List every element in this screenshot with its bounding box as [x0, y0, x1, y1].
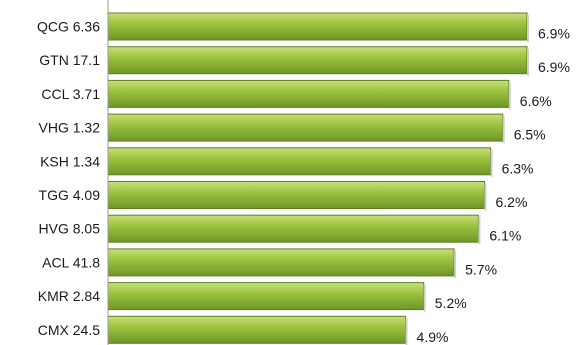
bar-shadow-5	[484, 183, 487, 211]
value-label-5: 6.2%	[495, 194, 527, 210]
bar-shadow-0	[527, 15, 529, 42]
value-label-2: 6.6%	[520, 93, 552, 109]
value-label-0: 6.9%	[538, 26, 570, 42]
bar-9	[107, 315, 407, 344]
value-label-6: 6.1%	[489, 228, 521, 244]
bar-shadow-6	[478, 217, 481, 245]
value-label-3: 6.5%	[514, 127, 546, 143]
bar-5	[107, 181, 485, 209]
bar-shadow-1	[527, 48, 529, 76]
value-labels: 6.9% 6.9% 6.6% 6.5% 6.3% 6.2% 6.1% 5.7% 5.2% 4.9%	[417, 26, 570, 345]
category-label-5: TGG 4.09	[39, 187, 101, 203]
category-label-6: HVG 8.05	[39, 221, 101, 237]
category-label-2: CCL 3.71	[41, 86, 100, 102]
value-label-7: 5.7%	[465, 261, 497, 277]
bar-0	[107, 12, 528, 41]
bar-1	[107, 46, 528, 75]
bar-2	[107, 79, 510, 108]
bar-6	[107, 214, 479, 243]
bar-shadow-3	[502, 116, 505, 144]
category-label-9: CMX 24.5	[38, 322, 100, 338]
bar-3	[107, 113, 504, 142]
bar-8	[107, 282, 425, 311]
category-label-7: ACL 41.8	[42, 254, 100, 270]
value-label-9: 4.9%	[417, 329, 449, 345]
category-label-1: GTN 17.1	[39, 52, 100, 68]
value-label-4: 6.3%	[502, 160, 534, 176]
category-label-8: KMR 2.84	[38, 288, 100, 304]
bar-shadow-9	[405, 318, 408, 345]
bar-4	[107, 147, 492, 176]
bar-shadow-4	[490, 149, 493, 177]
bar-shadow-8	[423, 284, 426, 312]
category-label-0: QCG 6.36	[37, 19, 100, 35]
value-label-8: 5.2%	[435, 295, 467, 311]
category-labels: QCG 6.36 GTN 17.1 CCL 3.71 VHG 1.32 KSH 1.34…	[37, 19, 100, 338]
category-label-3: VHG 1.32	[39, 120, 101, 136]
bar-7	[107, 248, 455, 277]
bar-shadow-2	[508, 82, 511, 110]
bar-shadow-7	[454, 250, 457, 278]
category-label-4: KSH 1.34	[40, 153, 100, 169]
value-label-1: 6.9%	[538, 59, 570, 75]
